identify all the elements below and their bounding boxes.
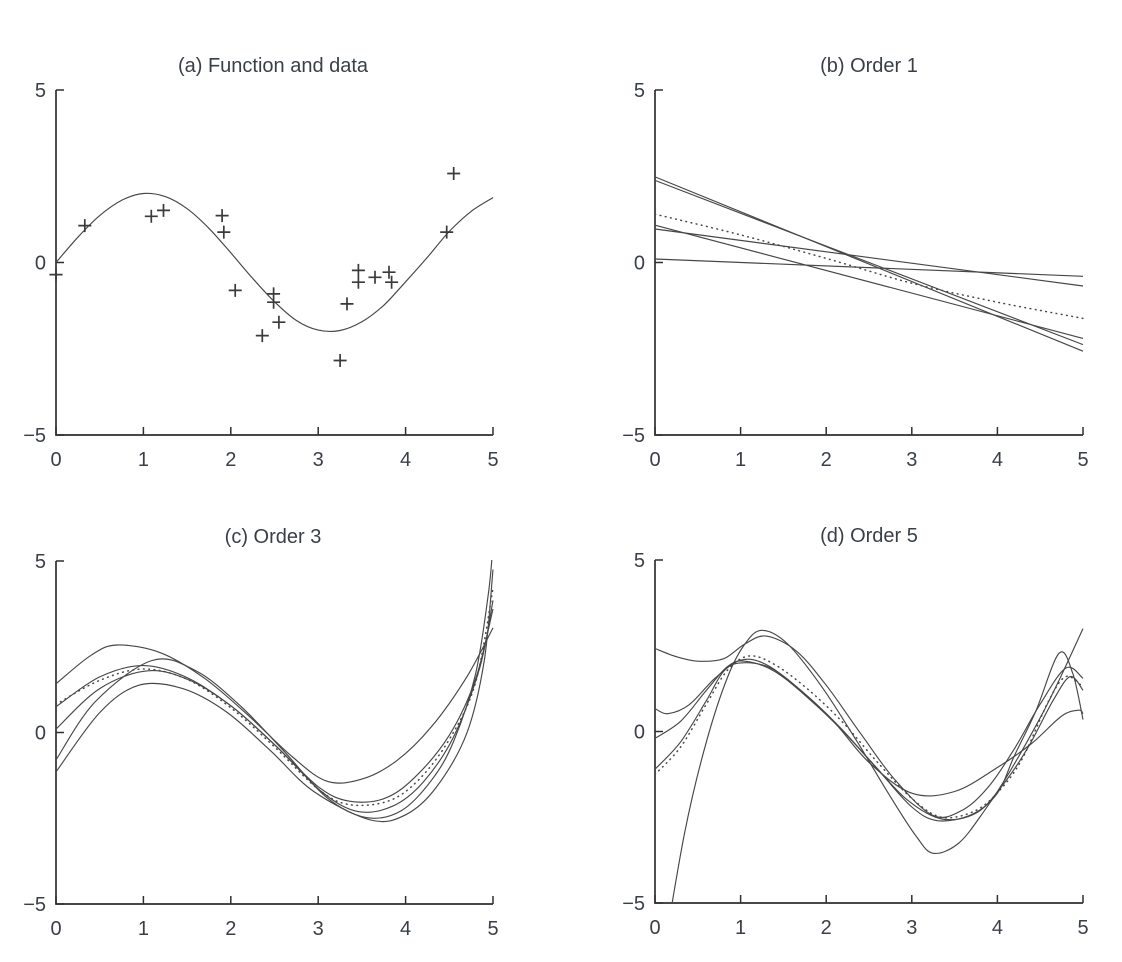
panel-a-xtick-label: 3 <box>313 449 324 471</box>
panel-c-ytick-label: 5 <box>35 551 46 573</box>
panel-b-series-fit-4 <box>654 228 1084 287</box>
panel-c-series-fit-5 <box>55 569 494 823</box>
panel-d-axes <box>654 560 1083 904</box>
panel-a-xtick-label: 0 <box>50 449 61 471</box>
panel-b-xtick-label: 0 <box>649 449 660 471</box>
panel-c-xtick-label: 2 <box>225 918 236 940</box>
panel-d-title: (d) Order 5 <box>820 525 918 547</box>
panel-d-xtick-label: 2 <box>821 917 832 939</box>
panel-c-xtick-label: 5 <box>487 918 498 940</box>
panel-c-title: (c) Order 3 <box>225 526 322 548</box>
panel-b-xtick-label: 1 <box>735 449 746 471</box>
panel-c-axes <box>55 561 493 905</box>
panel-a-xtick-label: 5 <box>487 449 498 471</box>
panel-d-series-fit-5 <box>671 628 1084 904</box>
panel-b-series-fit-5 <box>654 258 1084 277</box>
panel-d-series-fit-2 <box>654 658 1084 797</box>
panel-c-xtick-label: 1 <box>138 918 149 940</box>
panel-a-series-noisy-data <box>49 167 461 367</box>
panel-c-series-fit-1 <box>55 627 494 784</box>
panel-b-xtick-label: 5 <box>1077 449 1088 471</box>
panel-b-title: (b) Order 1 <box>820 55 918 77</box>
panel-b-xtick-label: 3 <box>906 449 917 471</box>
panel-a-ytick-label: 0 <box>35 253 46 275</box>
panel-c-xtick-label: 4 <box>400 918 411 940</box>
panel-d-xtick-label: 3 <box>906 917 917 939</box>
panel-d-ytick-label: 5 <box>634 550 645 572</box>
panel-c-xtick-label: 0 <box>50 918 61 940</box>
panel-d-series-fit-1 <box>654 635 1084 819</box>
panel-d-xtick-label: 0 <box>649 917 660 939</box>
panel-c-xtick-label: 3 <box>313 918 324 940</box>
panel-b-series-fit-3 <box>654 224 1084 339</box>
panel-d-series-mean-fit <box>654 655 1084 819</box>
panel-c-series-fit-3 <box>55 600 494 813</box>
panel-d-xtick-label: 5 <box>1077 917 1088 939</box>
panel-d-series-fit-4 <box>654 662 1084 821</box>
panel-c-ytick-label: 0 <box>35 723 46 745</box>
panel-b-series-fit-2 <box>654 179 1084 346</box>
panel-a-xtick-label: 1 <box>138 449 149 471</box>
panel-a-ytick-label: 5 <box>35 80 46 102</box>
panel-c-series-mean-fit <box>55 587 494 807</box>
panel-a-ytick-label: −5 <box>23 425 46 447</box>
panel-b-ytick-label: 5 <box>634 80 645 102</box>
panel-d-ytick-label: 0 <box>634 722 645 744</box>
panel-b-series-mean-fit <box>654 213 1084 320</box>
panel-b-ytick-label: 0 <box>634 253 645 275</box>
panel-a-axes <box>55 90 493 436</box>
panel-d-xtick-label: 1 <box>735 917 746 939</box>
panel-d-xtick-label: 4 <box>992 917 1003 939</box>
panel-b-series-fit-1 <box>654 176 1084 352</box>
panel-a-xtick-label: 4 <box>400 449 411 471</box>
panel-c-series-fit-2 <box>55 608 494 803</box>
panel-d-ytick-label: −5 <box>622 893 645 915</box>
panel-a-series-true-function <box>55 192 494 332</box>
panel-b-xtick-label: 4 <box>992 449 1003 471</box>
panel-b-ytick-label: −5 <box>622 425 645 447</box>
panel-a-title: (a) Function and data <box>178 55 369 77</box>
panel-a-xtick-label: 2 <box>225 449 236 471</box>
panel-b-xtick-label: 2 <box>821 449 832 471</box>
panel-c-ytick-label: −5 <box>23 894 46 916</box>
panel-d-series-fit-3 <box>654 651 1084 822</box>
